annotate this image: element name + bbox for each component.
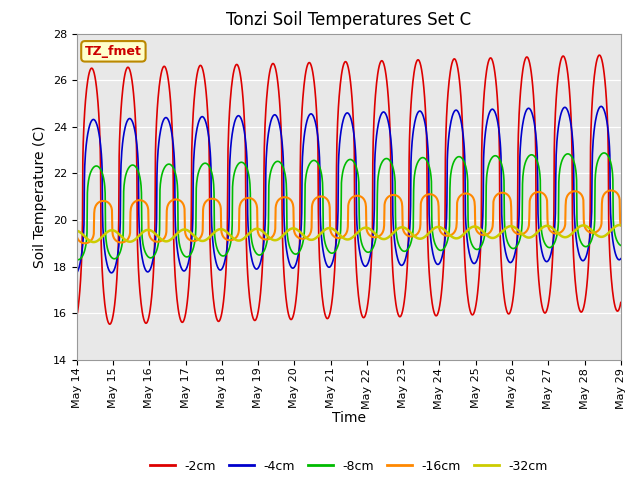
Line: -16cm: -16cm	[77, 191, 621, 243]
Line: -8cm: -8cm	[77, 153, 621, 260]
Text: TZ_fmet: TZ_fmet	[85, 45, 142, 58]
-32cm	[255, 226, 263, 232]
Line: -4cm: -4cm	[77, 107, 621, 273]
-2cm	[255, 303, 263, 309]
Legend: -2cm, -4cm, -8cm, -16cm, -32cm: -2cm, -4cm, -8cm, -16cm, -32cm	[145, 455, 553, 478]
-4cm	[434, 262, 442, 267]
-32cm	[195, 237, 202, 242]
-4cm	[617, 256, 625, 262]
-2cm	[195, 67, 202, 72]
-4cm	[255, 264, 263, 269]
-8cm	[617, 242, 625, 248]
-8cm	[73, 257, 81, 263]
-8cm	[74, 257, 82, 263]
-8cm	[255, 252, 263, 258]
-16cm	[73, 234, 81, 240]
-8cm	[600, 150, 608, 156]
-4cm	[553, 144, 561, 150]
-4cm	[108, 270, 115, 276]
-4cm	[73, 270, 81, 276]
-2cm	[617, 300, 625, 305]
-16cm	[553, 231, 561, 237]
-2cm	[595, 52, 603, 58]
-32cm	[616, 222, 623, 228]
-16cm	[181, 227, 189, 233]
-8cm	[195, 171, 202, 177]
-16cm	[255, 232, 263, 238]
-16cm	[505, 193, 513, 199]
Line: -2cm: -2cm	[77, 55, 621, 324]
-16cm	[434, 197, 442, 203]
-32cm	[553, 229, 561, 235]
-32cm	[73, 228, 81, 234]
-4cm	[195, 121, 202, 127]
-2cm	[505, 311, 513, 317]
-32cm	[617, 222, 625, 228]
-16cm	[81, 240, 88, 246]
-2cm	[106, 321, 113, 327]
-8cm	[505, 241, 513, 247]
-16cm	[195, 237, 202, 242]
Line: -32cm: -32cm	[77, 225, 621, 242]
-16cm	[617, 223, 625, 228]
-32cm	[181, 227, 189, 232]
-32cm	[434, 224, 442, 230]
-8cm	[181, 253, 189, 259]
-32cm	[90, 239, 98, 245]
-16cm	[607, 188, 615, 193]
Y-axis label: Soil Temperature (C): Soil Temperature (C)	[33, 126, 47, 268]
-4cm	[181, 268, 189, 274]
-8cm	[553, 234, 561, 240]
-8cm	[434, 246, 442, 252]
-32cm	[505, 224, 513, 229]
-2cm	[553, 91, 561, 97]
Title: Tonzi Soil Temperatures Set C: Tonzi Soil Temperatures Set C	[226, 11, 472, 29]
-2cm	[434, 312, 442, 317]
X-axis label: Time: Time	[332, 411, 366, 425]
-2cm	[73, 313, 81, 319]
-2cm	[181, 314, 189, 320]
-4cm	[505, 258, 513, 264]
-4cm	[597, 104, 605, 109]
